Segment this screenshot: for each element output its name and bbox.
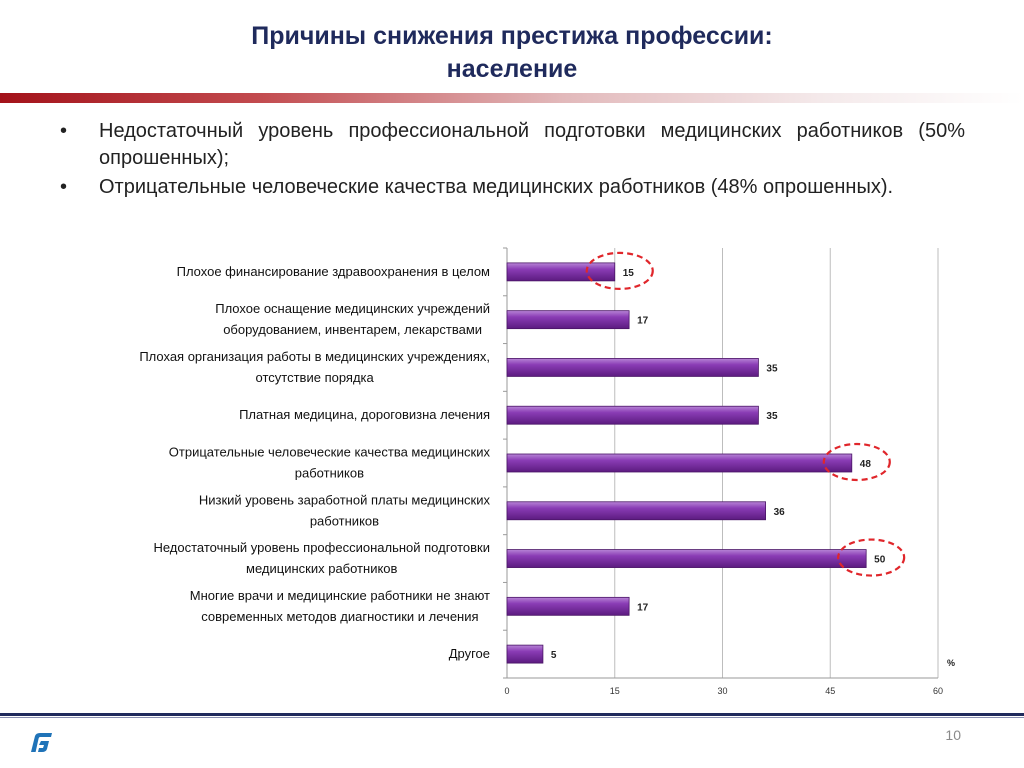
x-tick-label: 45 <box>825 686 835 696</box>
highlight-circle <box>837 538 906 577</box>
bar-value-label: 17 <box>637 316 649 327</box>
bar <box>506 596 630 616</box>
bullet-item-2: • Отрицательные человеческие качества ме… <box>60 174 965 201</box>
bullet-text-2: Отрицательные человеческие качества меди… <box>99 176 894 198</box>
category-label: Плохая организация работы в медицинских … <box>139 349 490 364</box>
category-label: отсутствие порядка <box>256 370 375 385</box>
highlight-circle <box>585 251 654 290</box>
bar-value-label: 35 <box>766 411 778 422</box>
category-label: медицинских работников <box>246 561 397 576</box>
category-label: Низкий уровень заработной платы медицинс… <box>199 492 491 507</box>
bar-value-label: 5 <box>551 650 557 661</box>
category-label: работников <box>310 513 379 528</box>
category-label: Плохое финансирование здравоохранения в … <box>177 264 490 279</box>
bullet-item-1: • Недостаточный уровень профессиональной… <box>60 118 965 172</box>
unit-label: % <box>947 658 955 668</box>
category-label: работников <box>295 466 364 481</box>
x-tick-label: 60 <box>933 686 943 696</box>
bar-value-label: 50 <box>874 555 886 566</box>
category-label: современных методов диагностики и лечени… <box>201 609 478 624</box>
bar <box>506 358 759 377</box>
title-gradient-bar <box>0 93 1024 103</box>
bar-value-label: 48 <box>860 459 872 470</box>
footer-line <box>0 713 1024 716</box>
bar <box>506 262 616 282</box>
bar-value-label: 17 <box>637 602 649 613</box>
x-tick-label: 15 <box>610 686 620 696</box>
x-tick-label: 0 <box>504 686 509 696</box>
highlight-circle <box>822 442 891 482</box>
bullet-list: • Недостаточный уровень профессиональной… <box>60 118 965 203</box>
x-tick-label: 30 <box>717 686 727 696</box>
bullet-text-1: Недостаточный уровень профессиональной п… <box>99 120 965 169</box>
bar-value-label: 36 <box>774 507 786 518</box>
category-label: Отрицательные человеческие качества меди… <box>169 445 491 460</box>
bar-value-label: 15 <box>623 268 635 279</box>
bullet-dot: • <box>60 120 68 142</box>
bar-value-label: 35 <box>766 363 778 374</box>
bar <box>506 453 853 473</box>
bar <box>506 549 867 568</box>
category-label: Многие врачи и медицинские работники не … <box>190 588 490 603</box>
bar <box>506 501 767 521</box>
category-label: Другое <box>449 646 490 661</box>
bar <box>506 644 544 664</box>
page-number: 10 <box>945 727 961 743</box>
category-label: оборудованием, инвентарем, лекарствами <box>223 322 482 337</box>
title-line-2: население <box>446 55 578 83</box>
category-label: Плохое оснащение медицинских учреждений <box>215 301 490 316</box>
footer-line-thin <box>0 717 1024 718</box>
bar <box>506 310 630 330</box>
title-line-1: Причины снижения престижа профессии: <box>251 22 773 50</box>
bullet-dot: • <box>60 176 68 198</box>
category-label: Платная медицина, дороговизна лечения <box>239 407 490 422</box>
category-label: Недостаточный уровень профессиональной п… <box>153 540 490 555</box>
bar <box>506 405 759 425</box>
slide-title: Причины снижения престижа профессии: нас… <box>0 20 1024 86</box>
company-logo-icon <box>31 733 52 752</box>
